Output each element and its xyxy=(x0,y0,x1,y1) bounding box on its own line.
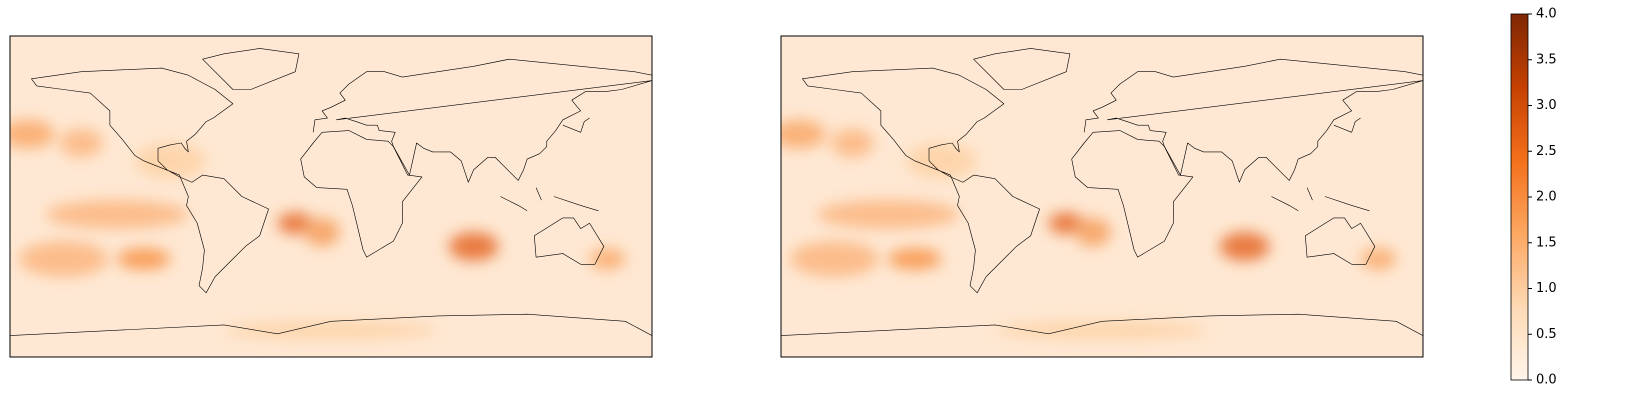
map-panel xyxy=(9,35,653,358)
colorbar-tick-label: 0.0 xyxy=(1536,373,1557,388)
colorbar-tick-label: 2.5 xyxy=(1536,144,1557,159)
colorbar-tick-label: 1.5 xyxy=(1536,235,1557,250)
map-panel xyxy=(780,35,1424,358)
colorbar-tick-label: 3.0 xyxy=(1536,98,1557,113)
colorbar-tick-label: 3.5 xyxy=(1536,52,1557,67)
colorbar xyxy=(1510,13,1529,381)
colorbar-tick-label: 0.5 xyxy=(1536,327,1557,342)
colorbar-tick-label: 1.0 xyxy=(1536,281,1557,296)
colorbar-tick-label: 4.0 xyxy=(1536,7,1557,22)
colorbar-tick-label: 2.0 xyxy=(1536,190,1557,205)
